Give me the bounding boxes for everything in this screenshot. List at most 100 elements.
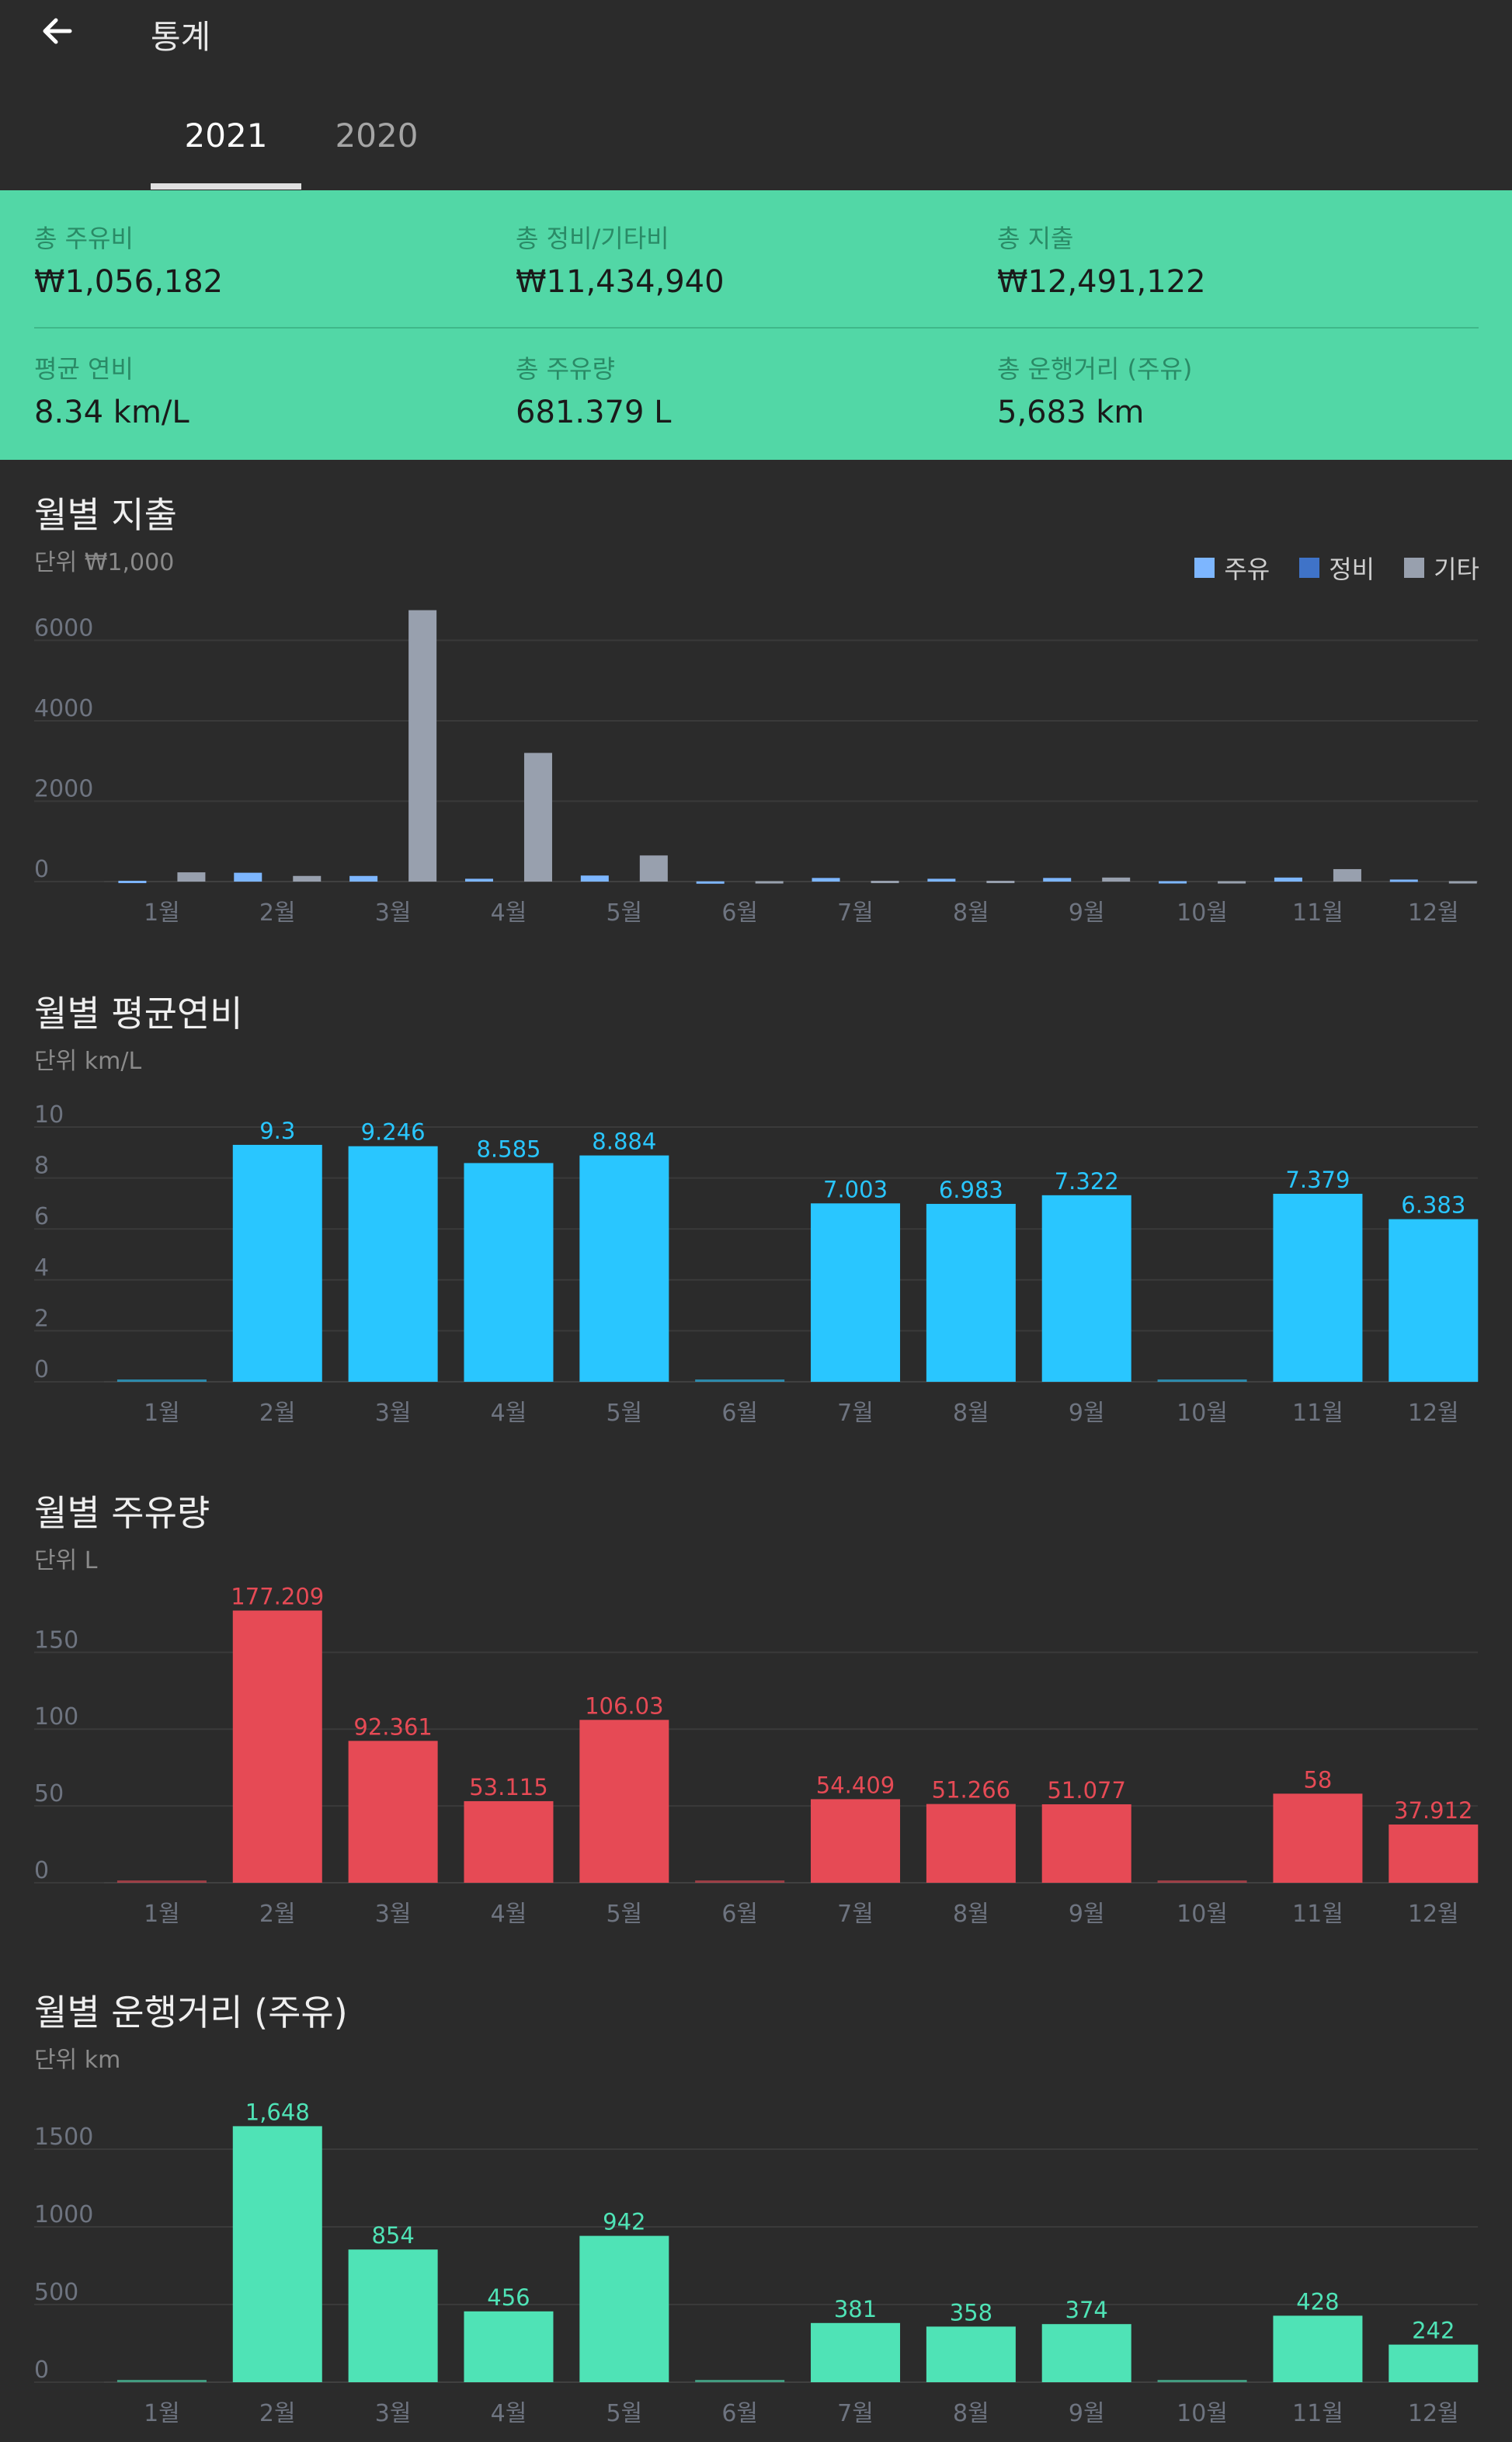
bar-주유 [1274,877,1302,882]
monthly-efficiency-chart: 월별 평균연비 단위 km/L 0 2 4 6 8 10 1월 2월 3월 4월 5월 6월 7월 8월 9… [0,996,1512,1431]
bar [1041,2324,1131,2382]
bar [348,1146,438,1382]
summary-total-fuel: 총 주유량 681.379 L [516,357,671,428]
bar-기타 [177,872,206,882]
x-tick-label: 11월 [1292,1901,1343,1928]
bar [1041,1195,1131,1382]
chart-title: 월별 주유량 [34,1492,210,1534]
bar-주유 [118,880,147,883]
x-tick-label: 2월 [259,899,296,927]
y-tick-label: 4 [34,1254,49,1282]
legend-item-maintenance: 정비 [1299,550,1375,586]
back-button[interactable] [34,8,81,54]
app-bar: 통계 2021 2020 [0,0,1512,190]
x-tick-label: 9월 [1069,2400,1105,2427]
bar-주유 [464,878,493,882]
bar [579,2235,669,2382]
legend-label: 기타 [1434,555,1479,584]
bar [1273,2315,1363,2382]
x-tick-label: 4월 [491,899,527,927]
chart-unit: 단위 ₩1,000 [34,549,175,576]
bar [232,2126,322,2382]
data-label: 242 [1412,2318,1455,2344]
y-tick-label: 0 [34,1857,49,1884]
bar [926,1203,1016,1382]
bar [811,2322,901,2382]
x-tick-label: 7월 [837,2400,874,2427]
tab-2021[interactable]: 2021 [151,117,301,190]
bar [464,1163,554,1382]
page-title: 통계 [151,18,211,56]
y-tick-label: 4000 [34,695,93,722]
data-label: 106.03 [585,1692,663,1719]
bar-주유 [580,875,609,882]
year-tabs: 2021 2020 [151,117,452,190]
data-label: 51.077 [1047,1777,1125,1804]
x-tick-label: 1월 [144,899,180,927]
bar [1389,1219,1479,1382]
bar [1389,2344,1479,2382]
data-label: 8.585 [476,1136,540,1162]
x-tick-label: 8월 [953,1901,989,1928]
bar-기타 [1448,881,1477,884]
bar-기타 [871,880,899,883]
bar [348,2249,438,2382]
data-label: 381 [834,2296,877,2322]
bar-주유 [1389,879,1418,882]
y-tick-label: 2 [34,1305,49,1332]
legend-swatch [1404,558,1425,578]
bar-기타 [408,610,437,882]
x-tick-label: 11월 [1292,2400,1343,2427]
chart-legend: 주유 정비 기타 [1194,550,1479,586]
bar [926,2326,1016,2382]
x-tick-label: 10월 [1177,899,1228,927]
data-label: 358 [950,2299,992,2325]
bar [579,1155,669,1382]
bar-empty [116,1379,207,1382]
bar [579,1720,669,1883]
x-tick-label: 6월 [721,1400,758,1427]
bar [1273,1793,1363,1883]
x-tick-label: 6월 [721,1901,758,1928]
bar [926,1804,1016,1883]
x-tick-label: 10월 [1177,1901,1228,1928]
y-tick-label: 500 [34,2279,78,2306]
data-label: 92.361 [353,1713,432,1740]
bar [232,1144,322,1382]
bar-기타 [523,753,552,882]
summary-fuel-cost: 총 주유비 ₩1,056,182 [34,226,223,297]
x-tick-label: 4월 [491,1901,527,1928]
data-label: 7.003 [823,1176,888,1202]
x-tick-label: 8월 [953,1400,989,1427]
data-label: 6.983 [939,1177,1003,1203]
summary-maintenance-cost: 총 정비/기타비 ₩11,434,940 [516,226,725,297]
y-tick-label: 6000 [34,614,93,642]
bar-empty [1157,2380,1247,2382]
bar-주유 [1043,878,1072,882]
data-label: 1,648 [245,2099,310,2125]
summary-label: 총 주유량 [516,354,615,384]
bar-기타 [293,875,322,882]
summary-total-cost: 총 지출 ₩12,491,122 [997,226,1206,297]
monthly-distance-chart: 월별 운행거리 (주유) 단위 km 0 500 1000 1500 1월 2월 3월 4월 5… [0,1995,1512,2439]
summary-label: 총 운행거리 (주유) [997,354,1193,384]
bar [811,1203,901,1382]
summary-value: 5,683 km [997,395,1145,430]
x-tick-label: 9월 [1069,1901,1105,1928]
summary-divider [34,327,1479,329]
x-tick-label: 3월 [375,2400,412,2427]
x-tick-label: 12월 [1408,899,1459,927]
chart-title: 월별 평균연비 [34,993,243,1035]
summary-label: 평균 연비 [34,354,134,384]
bar-주유 [812,878,840,882]
x-tick-label: 5월 [606,1400,642,1427]
bar-empty [116,2380,207,2382]
summary-value: ₩12,491,122 [997,264,1206,300]
bar [464,2311,554,2382]
x-tick-label: 8월 [953,2400,989,2427]
tab-2020[interactable]: 2020 [335,117,419,155]
legend-item-fuel: 주유 [1194,550,1270,586]
legend-swatch [1194,558,1215,578]
summary-value: ₩11,434,940 [516,264,725,300]
x-tick-label: 1월 [144,2400,180,2427]
